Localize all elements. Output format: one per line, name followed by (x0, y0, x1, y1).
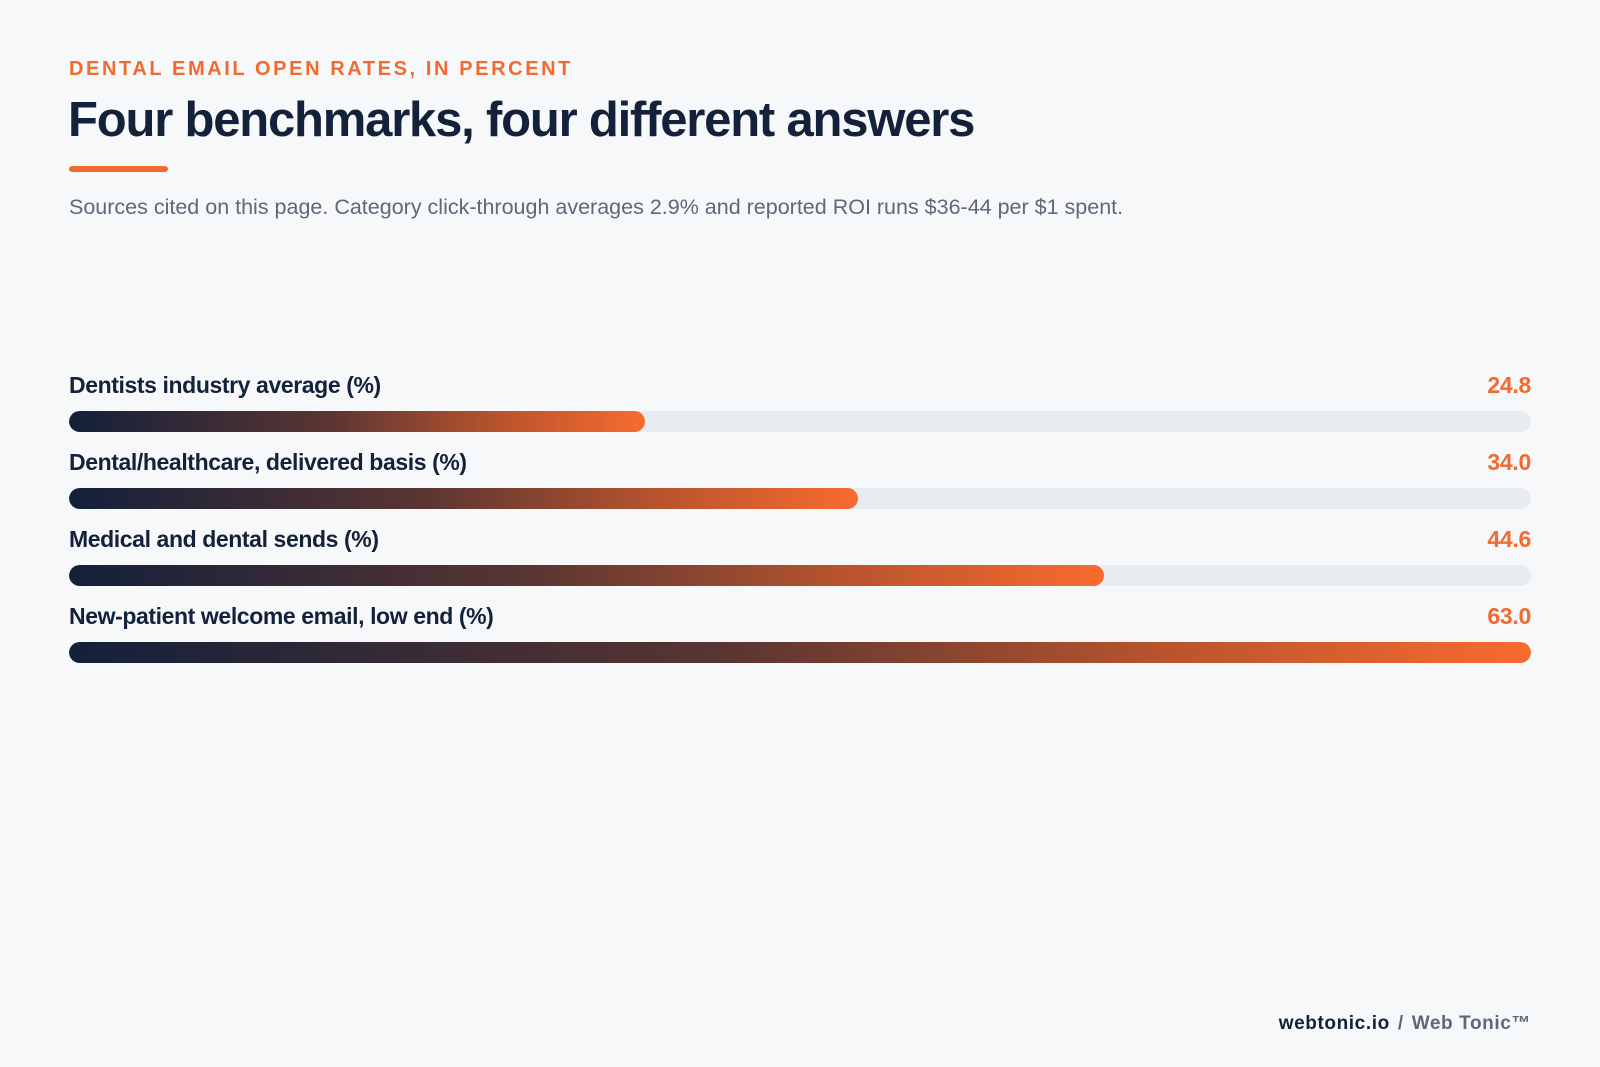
bar-value-label: 34.0 (1487, 449, 1531, 475)
bar-row: Medical and dental sends (%) 44.6 (69, 526, 1531, 588)
bar-row: Dental/healthcare, delivered basis (%) 34… (69, 449, 1531, 511)
bar-fill (69, 411, 645, 432)
bar-value-label: 24.8 (1487, 372, 1531, 398)
bar-track (69, 642, 1531, 663)
bar-label: New-patient welcome email, low end (%) (69, 603, 494, 629)
chart-subtitle: Sources cited on this page. Category cli… (69, 195, 1124, 219)
footer-brand: Web Tonic™ (1411, 1013, 1531, 1034)
title-accent-rule (69, 166, 168, 172)
footer-separator: / (1397, 1013, 1404, 1034)
footer-credit: webtonic.io / Web Tonic™ (1279, 1013, 1531, 1035)
chart-title: Four benchmarks, four different answers (68, 93, 975, 147)
bar-row: New-patient welcome email, low end (%) 63… (69, 603, 1531, 665)
bar-fill (69, 565, 1104, 586)
footer-domain: webtonic.io (1278, 1013, 1390, 1034)
eyebrow-label: DENTAL EMAIL OPEN RATES, IN PERCENT (69, 58, 573, 80)
bar-value-label: 63.0 (1487, 603, 1531, 629)
bar-track (69, 565, 1531, 586)
bar-track (69, 488, 1531, 509)
bar-track (69, 411, 1531, 432)
bar-value-label: 44.6 (1487, 526, 1531, 552)
bar-label: Dentists industry average (%) (69, 372, 381, 398)
bar-label: Medical and dental sends (%) (69, 526, 379, 552)
bar-fill (69, 488, 858, 509)
bar-fill (69, 642, 1531, 663)
bar-label: Dental/healthcare, delivered basis (%) (69, 449, 467, 475)
bar-row: Dentists industry average (%) 24.8 (69, 372, 1531, 434)
